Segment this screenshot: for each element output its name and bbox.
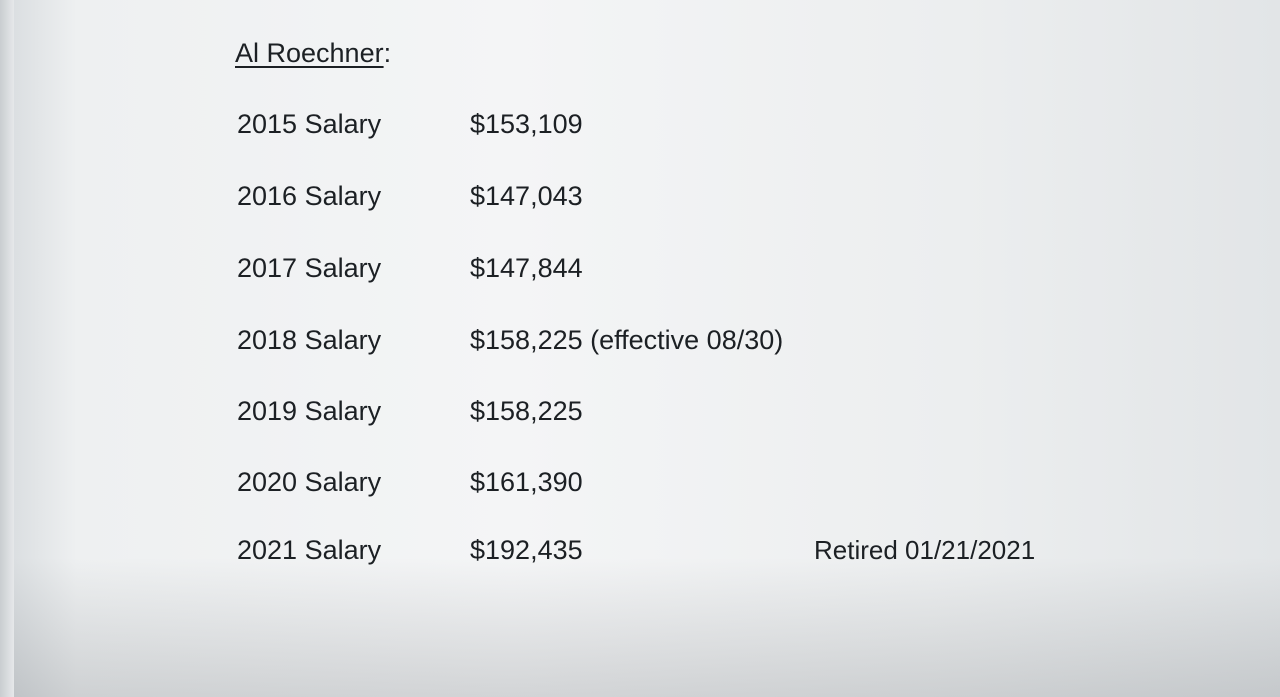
salary-value: $153,109 — [470, 109, 583, 139]
salary-row: 2021 Salary $192,435 Retired 01/21/2021 — [0, 535, 1280, 569]
salary-year-label: 2019 Salary — [237, 396, 382, 426]
salary-value: $158,225 — [470, 396, 583, 426]
salary-year-label: 2016 Salary — [237, 181, 382, 211]
salary-year-label: 2015 Salary — [237, 109, 382, 139]
salary-year-label: 2020 Salary — [237, 467, 382, 497]
salary-year-label: 2021 Salary — [237, 535, 382, 565]
salary-row: 2020 Salary $161,390 — [0, 467, 1280, 501]
salary-year-label: 2017 Salary — [237, 253, 382, 283]
salary-row: 2017 Salary $147,844 — [0, 253, 1280, 287]
screen-edge — [0, 0, 14, 697]
salary-row: 2019 Salary $158,225 — [0, 396, 1280, 430]
heading-colon: : — [383, 38, 392, 68]
salary-value: $147,844 — [470, 253, 583, 283]
salary-row: 2018 Salary $158,225 (effective 08/30) — [0, 325, 1280, 359]
salary-row: 2015 Salary $153,109 — [0, 109, 1280, 143]
salary-year-label: 2018 Salary — [237, 325, 382, 355]
salary-value: $192,435 — [470, 535, 583, 565]
employee-heading: Al Roechner: — [235, 38, 391, 69]
salary-row: 2016 Salary $147,043 — [0, 181, 1280, 215]
employee-name: Al Roechner — [235, 38, 384, 68]
salary-value: $147,043 — [470, 181, 583, 211]
salary-value: $158,225 (effective 08/30) — [470, 325, 784, 355]
salary-value: $161,390 — [470, 467, 583, 497]
retirement-note: Retired 01/21/2021 — [814, 535, 1036, 565]
